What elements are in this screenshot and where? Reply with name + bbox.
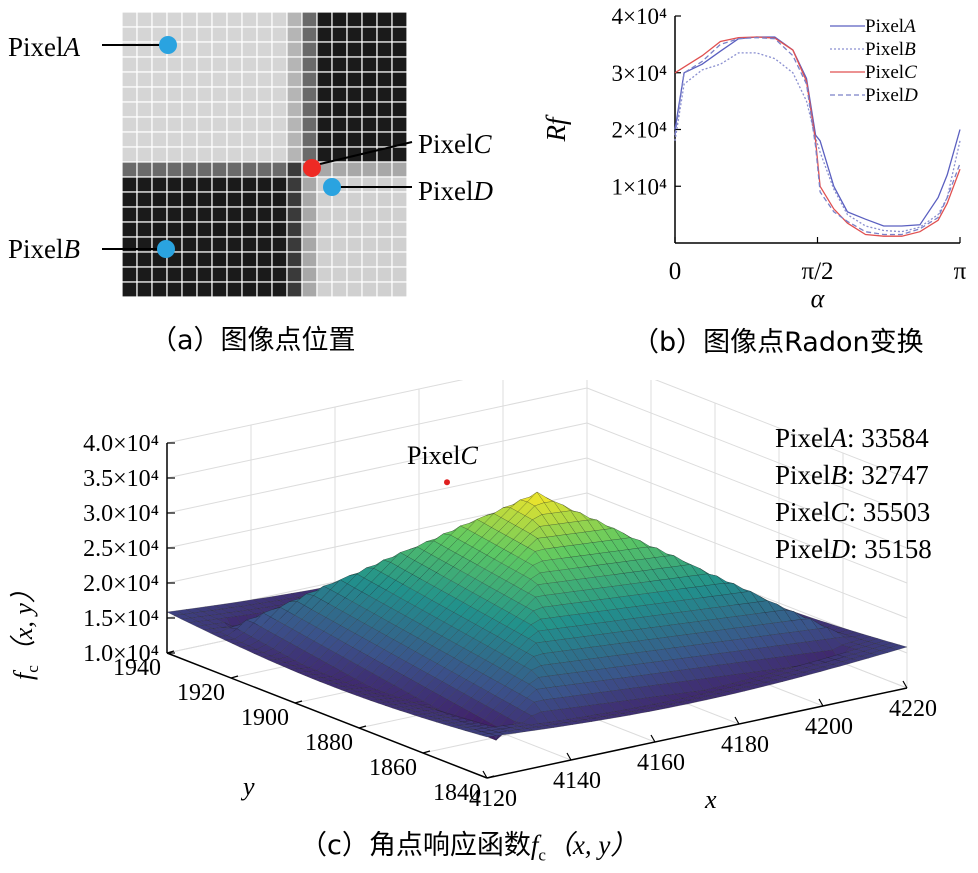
x-tick-label: 4220 (889, 696, 937, 722)
y-tick (358, 725, 367, 729)
y-tick (230, 675, 239, 679)
pixel-label: PixelD (418, 176, 494, 206)
z-tick-label: 3.0×10⁴ (83, 501, 159, 527)
y-axis-label: Rf (541, 114, 571, 142)
x-axis (486, 687, 908, 779)
value-number: : 33584 (847, 423, 929, 453)
series-line (674, 36, 961, 237)
value-row: PixelD: 35158 (775, 531, 932, 568)
x-tick-label: 4140 (553, 768, 601, 794)
panel-c-caption: （c）角点响应函数fc（x, y） (300, 823, 637, 865)
x-tick (902, 680, 908, 689)
y-tick (166, 650, 175, 654)
panel-c: PixelC 1.0×10⁴ 1.5×10⁴ 2.0×10⁴ 2.5×10⁴ 3.0×10… (0, 352, 978, 873)
x-tick (482, 770, 488, 779)
y-tick-label: 3×10⁴ (612, 61, 668, 86)
x-tick (734, 716, 740, 725)
y-tick-label: 4×10⁴ (612, 4, 668, 29)
y-axis (166, 652, 488, 779)
panel-b-caption: （b）图像点Radon变换 (632, 327, 924, 358)
legend-label: PixelA (865, 16, 916, 37)
value-name-prefix: Pixel (775, 460, 831, 490)
surface-chart: PixelC1.0×10⁴1.5×10⁴2.0×10⁴2.5×10⁴3.0×10… (9, 352, 937, 814)
value-row: PixelA: 33584 (775, 420, 932, 457)
pixel-markers: PixelA PixelB PixelC PixelD (8, 32, 494, 264)
pixel-label: PixelB (8, 234, 80, 264)
legend-label: PixelC (865, 62, 917, 83)
y-tick (294, 700, 303, 704)
z-tick-label: 1.0×10⁴ (83, 641, 159, 667)
x-tick-label: 4120 (469, 786, 517, 812)
value-number: : 35503 (848, 497, 931, 527)
values-list: PixelA: 33584 PixelB: 32747 PixelC: 35503 P… (775, 420, 932, 568)
value-name-letter: A (830, 423, 848, 453)
y-tick-label: 1840 (433, 780, 481, 806)
value-row: PixelB: 32747 (775, 457, 932, 494)
panel-b: 1×10⁴ 2×10⁴ 3×10⁴ 4×10⁴ 0 π/2 π Rf α PixelA PixelB… (520, 0, 978, 370)
legend-label: PixelB (865, 39, 916, 60)
x-axis-label: x (704, 785, 717, 814)
pixel-marker (323, 178, 341, 196)
y-tick-label: 1×10⁴ (612, 174, 668, 199)
pixel-grid-figure: PixelA PixelB PixelC PixelD (8, 11, 494, 298)
value-name-letter: D (830, 534, 851, 564)
panel-a-caption: （a）图像点位置 (150, 325, 356, 356)
pixel-marker (159, 36, 177, 54)
series-line (674, 36, 961, 227)
z-axis-label: fc（x, y） (9, 577, 42, 680)
value-name-letter: B (830, 460, 848, 490)
z-tick-label: 3.5×10⁴ (83, 466, 159, 492)
radon-chart: 1×10⁴ 2×10⁴ 3×10⁴ 4×10⁴ 0 π/2 π Rf α PixelAPixelB… (541, 4, 967, 313)
caption-f: f (530, 830, 539, 860)
x-tick-label: 4180 (721, 732, 769, 758)
x-tick-label: π/2 (801, 258, 833, 285)
y-tick-label: 1920 (177, 680, 225, 706)
y-tick-label: 1940 (113, 655, 161, 681)
surface-mesh (166, 491, 908, 741)
value-row: PixelC: 35503 (775, 494, 932, 531)
z-tick-label: 1.5×10⁴ (83, 606, 159, 632)
series-line (674, 36, 961, 236)
y-tick (422, 750, 431, 754)
value-name-prefix: Pixel (775, 423, 831, 453)
z-tick-label: 4.0×10⁴ (83, 431, 159, 457)
x-tick (566, 752, 572, 761)
y-tick-label: 1860 (369, 755, 417, 781)
pixel-marker (303, 159, 321, 177)
legend-label: PixelD (865, 85, 918, 106)
value-name-prefix: Pixel (775, 497, 831, 527)
peak-label: PixelC (407, 441, 478, 470)
panel-a: PixelA PixelB PixelC PixelD （a）图像点位置 (0, 0, 520, 370)
value-number: : 32747 (847, 460, 929, 490)
x-tick-label: 0 (669, 258, 682, 285)
x-axis-label: α (811, 284, 826, 313)
peak-marker (444, 479, 450, 486)
z-tick-label: 2.0×10⁴ (83, 571, 159, 597)
pixel-label: PixelA (8, 32, 81, 62)
value-name-prefix: Pixel (775, 534, 831, 564)
y-tick-label: 2×10⁴ (612, 118, 668, 143)
x-tick-label: π (954, 258, 967, 285)
pixel-label: PixelC (418, 129, 493, 159)
x-tick-label: 4160 (637, 750, 685, 776)
x-tick-label: 4200 (805, 714, 853, 740)
panel-c-values: PixelA: 33584 PixelB: 32747 PixelC: 35503 P… (775, 420, 932, 568)
y-tick-label: 1880 (305, 730, 353, 756)
pixel-marker (157, 240, 175, 258)
value-number: : 35158 (850, 534, 932, 564)
x-tick (650, 734, 656, 743)
pointer-line (319, 141, 413, 165)
value-name-letter: C (830, 497, 849, 527)
caption-prefix: （c）角点响应函数 (300, 830, 531, 861)
y-axis-label: y (240, 772, 255, 801)
series-line (674, 52, 961, 233)
x-tick (818, 698, 824, 707)
y-tick-label: 1900 (241, 705, 289, 731)
caption-args: （x, y） (545, 830, 638, 860)
z-tick-label: 2.5×10⁴ (83, 536, 159, 562)
caption-sub: c (538, 845, 546, 865)
